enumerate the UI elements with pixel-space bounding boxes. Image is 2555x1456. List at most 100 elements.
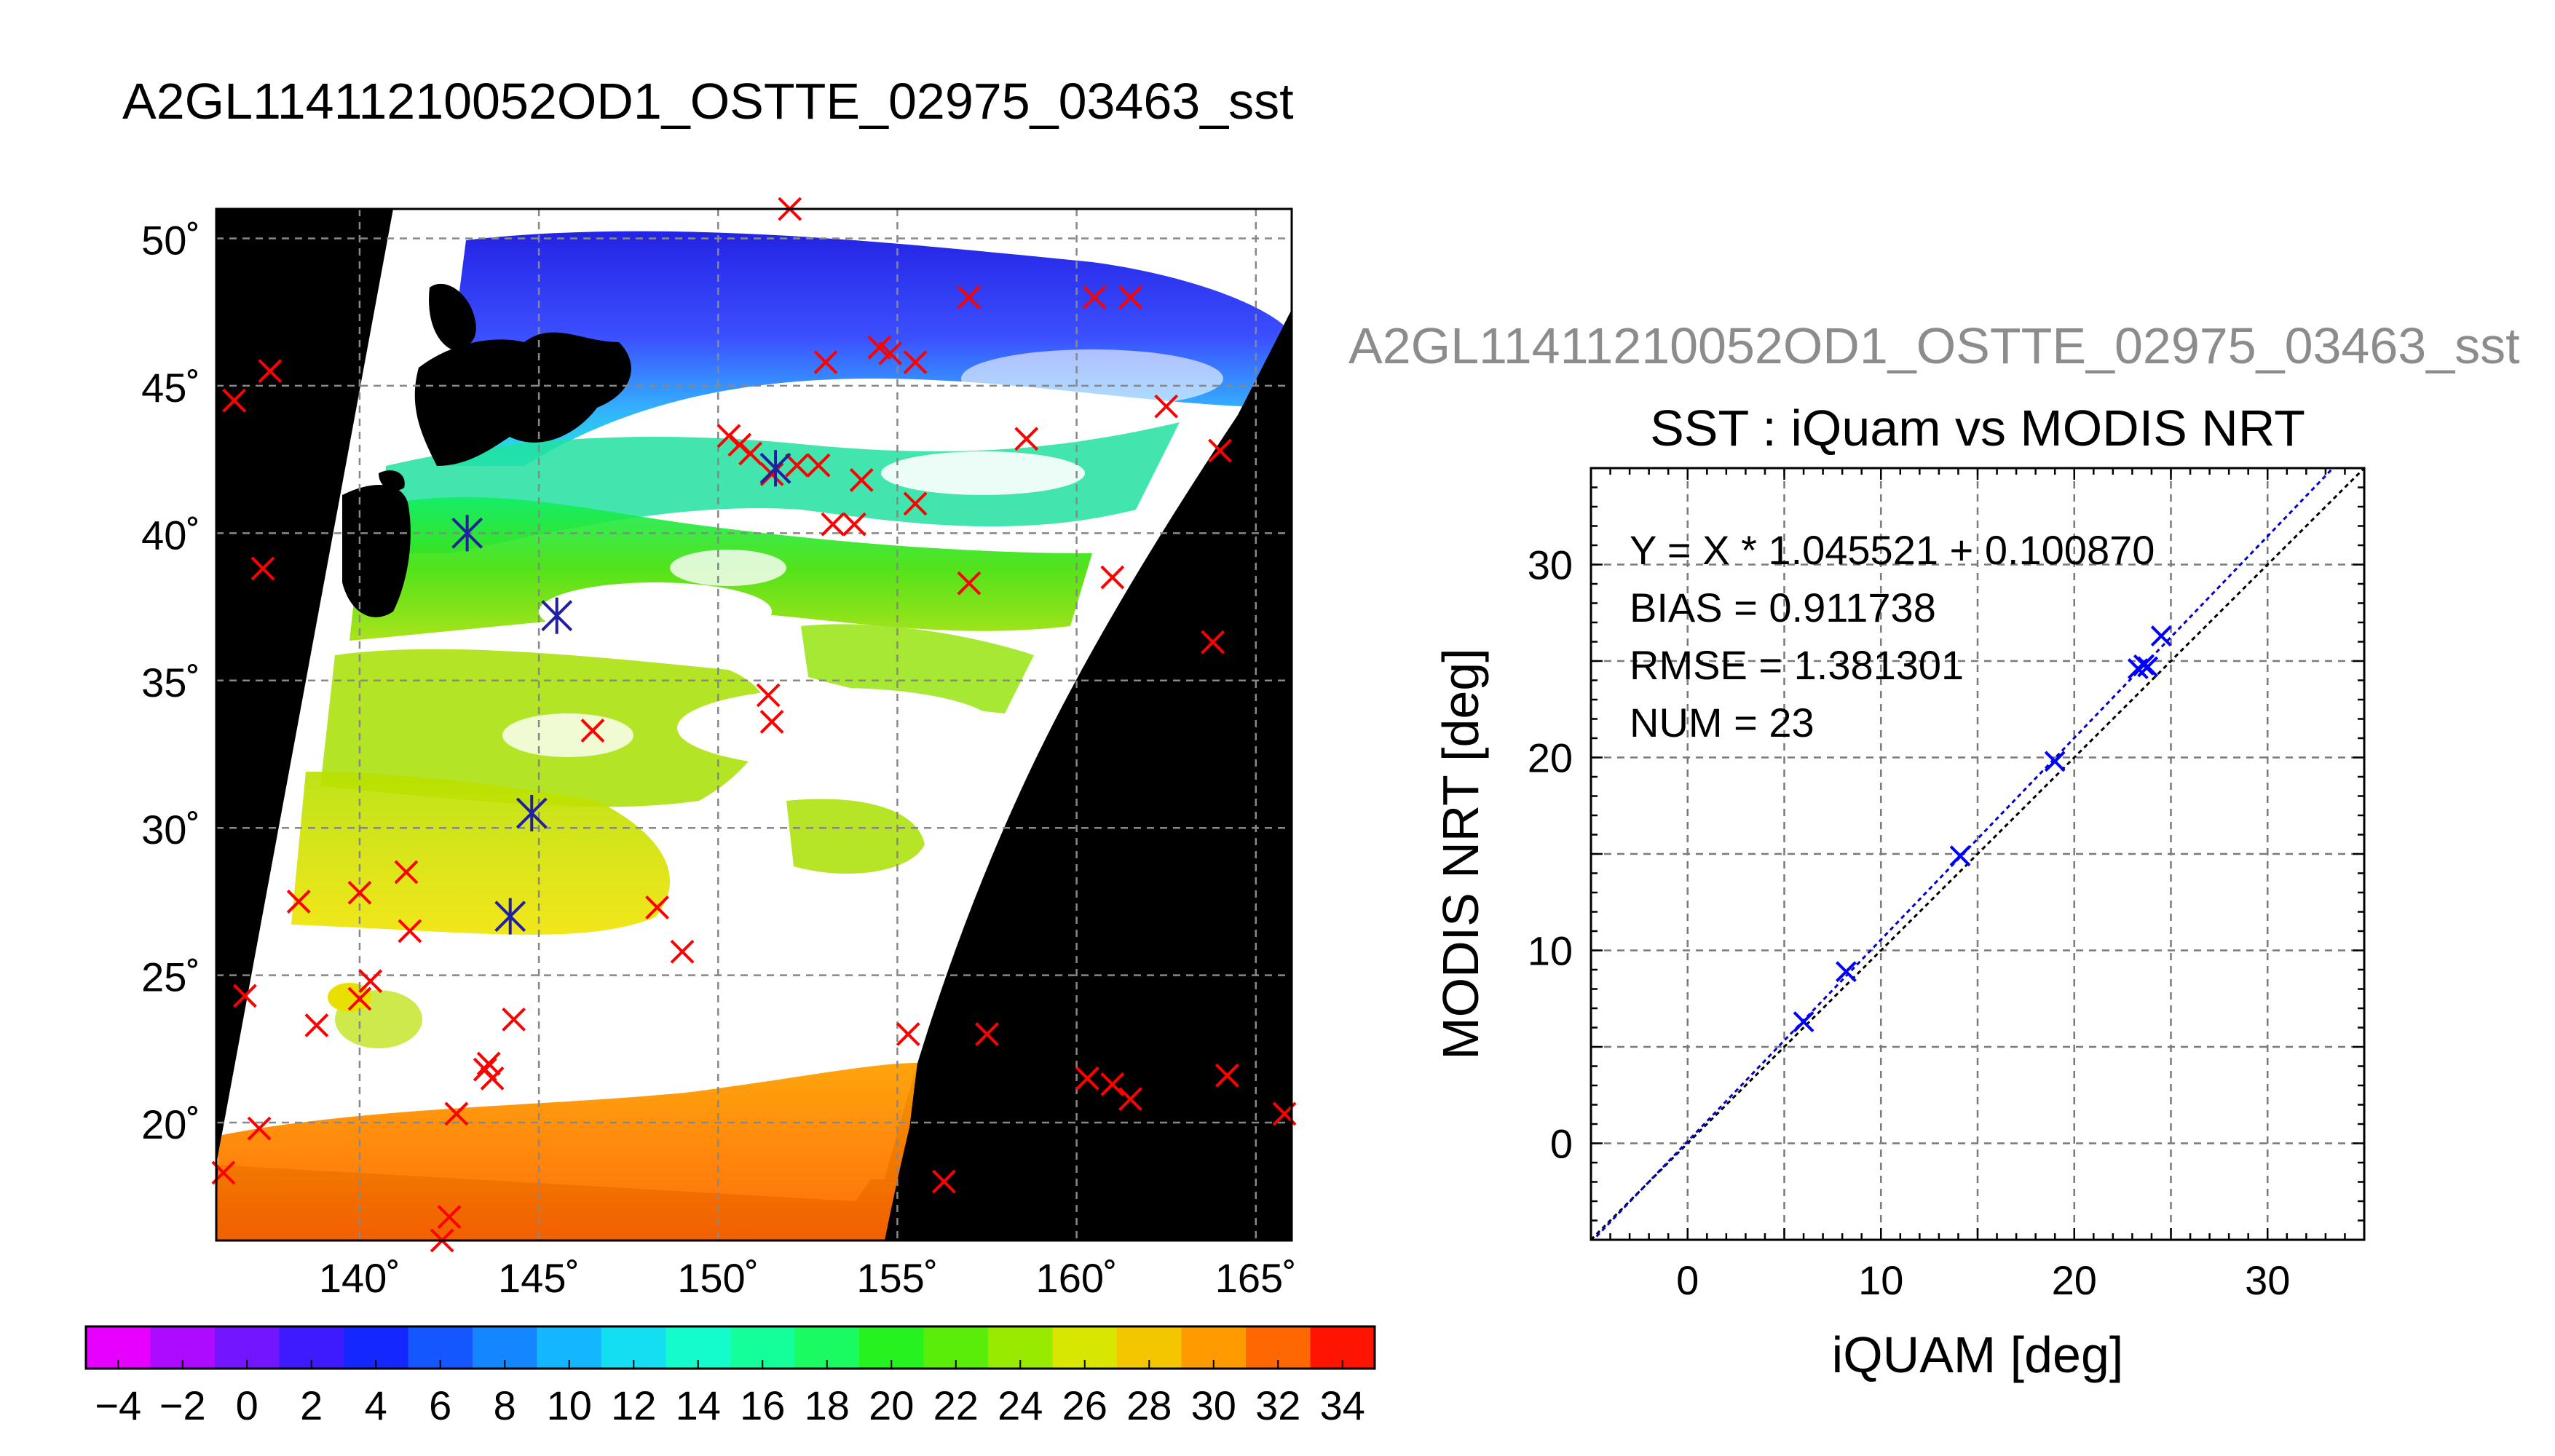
station-marker-x (1082, 285, 1107, 309)
scatter-point (2150, 625, 2172, 646)
scatter-plot: SST : iQuam vs MODIS NRT Y = X * 1.04552… (1432, 400, 2366, 1383)
station-marker-x (813, 350, 838, 374)
scatter-y-tick-label: 0 (1550, 1121, 1573, 1167)
station-marker-x (975, 1022, 999, 1047)
scatter-point (1949, 845, 1971, 867)
map-lon-tick-label: 155˚ (856, 1255, 938, 1301)
colorbar-tick-label: 8 (494, 1382, 516, 1428)
station-marker-x (1154, 394, 1179, 419)
scatter-y-tick-label: 30 (1528, 542, 1573, 588)
station-marker-x (903, 350, 928, 374)
scatter-point (1836, 961, 1857, 983)
station-marker-x (878, 341, 903, 365)
map-grid (216, 209, 1292, 1241)
scatter-x-tick-label: 30 (2245, 1257, 2290, 1303)
scatter-annotation: BIAS = 0.911738 (1630, 585, 1936, 630)
scatter-x-tick-label: 20 (2052, 1257, 2097, 1303)
scatter-annotation: Y = X * 1.045521 + 0.100870 (1630, 527, 2155, 573)
scatter-y-axis-label: MODIS NRT [deg] (1432, 648, 1489, 1059)
station-marker-x (398, 919, 422, 943)
colorbar-tick-label: 10 (547, 1382, 592, 1428)
fit-line (1592, 468, 2335, 1240)
station-marker-x (347, 986, 372, 1011)
station-marker-x (785, 453, 809, 478)
hokkaido-land (414, 332, 631, 466)
map-lon-tick-label: 150˚ (677, 1255, 759, 1301)
station-marker-x (738, 441, 762, 466)
station-marker-x (670, 939, 695, 964)
map-frame (215, 207, 1293, 1242)
map-lat-tick-label: 30˚ (141, 807, 200, 852)
station-marker-asterisk (451, 515, 483, 552)
map-lon-tick-label: 165˚ (1215, 1255, 1297, 1301)
colorbar-tick-label: 20 (869, 1382, 914, 1428)
station-marker-x (1014, 427, 1039, 451)
colorbar-tick-label: 16 (740, 1382, 785, 1428)
station-marker-x (1208, 438, 1232, 463)
colorbar-tick-label: 18 (805, 1382, 850, 1428)
station-marker-x (1118, 285, 1142, 309)
station-marker-asterisk (541, 597, 573, 634)
station-marker-x (806, 453, 831, 478)
scatter-points (1793, 625, 2172, 1032)
station-marker-x (473, 1057, 497, 1082)
station-marker-x (286, 890, 311, 914)
station-marker-x (502, 1007, 526, 1032)
station-marker-x (476, 1051, 501, 1076)
colorbar-labels: −4 −2 0 2 4 6 8 10 12 14 16 18 20 22 24 26 28 30 32 34 (95, 1360, 1365, 1428)
scatter-grid (1591, 468, 2364, 1240)
map-lon-tick-label: 160˚ (1036, 1255, 1118, 1301)
station-marker-x (437, 1205, 462, 1230)
station-marker-x (1100, 565, 1125, 590)
station-marker-asterisk (516, 794, 548, 831)
colorbar-cells (86, 1326, 1375, 1369)
station-marker-x (645, 895, 669, 919)
map-longitude-labels: 140˚ 145˚ 150˚ 155˚ 160˚ 165˚ (319, 1255, 1297, 1301)
honshu-land (342, 485, 411, 617)
colorbar-tick-label: 0 (236, 1382, 258, 1428)
map-lat-tick-label: 45˚ (141, 365, 200, 411)
colorbar-tick-label: 26 (1062, 1382, 1107, 1428)
colorbar-tick-label: 4 (365, 1382, 387, 1428)
station-marker-x (347, 880, 372, 905)
scatter-annotations: Y = X * 1.045521 + 0.100870 BIAS = 0.9117… (1630, 527, 2155, 745)
identity-line (1591, 468, 2364, 1240)
colorbar-tick-label: 22 (933, 1382, 979, 1428)
station-marker-x (1100, 1072, 1125, 1096)
colorbar-tick-label: 12 (611, 1382, 656, 1428)
scatter-y-tick-labels: 0 10 20 30 (1528, 542, 1573, 1167)
station-marker-x (250, 556, 275, 581)
colorbar-tick-label: 14 (676, 1382, 721, 1428)
station-marker-x (394, 860, 419, 885)
station-marker-x (247, 1116, 272, 1141)
scatter-point (2044, 751, 2066, 772)
map-lat-tick-label: 35˚ (141, 660, 200, 705)
station-marker-x (232, 984, 257, 1008)
scatter-y-tick-label: 10 (1528, 928, 1573, 974)
scatter-annotation: NUM = 23 (1630, 700, 1814, 745)
map-markers (211, 197, 1297, 1253)
map-lat-tick-label: 25˚ (141, 954, 200, 1000)
station-marker-x (759, 710, 784, 734)
station-marker-x (867, 335, 892, 360)
station-marker-x (821, 512, 845, 537)
scatter-point (2137, 656, 2159, 678)
station-marker-x (849, 468, 874, 492)
station-marker-x (444, 1101, 469, 1126)
colorbar-tick-label: 32 (1255, 1382, 1300, 1428)
colorbar-tick-label: −2 (159, 1382, 206, 1428)
map-lat-tick-label: 20˚ (141, 1101, 200, 1147)
colorbar-tick-label: 28 (1126, 1382, 1172, 1428)
station-marker-x (903, 491, 928, 516)
station-marker-x (1215, 1063, 1239, 1088)
hokkaido-north-land (429, 283, 476, 349)
colorbar-tick-label: 24 (998, 1382, 1043, 1428)
sst-colorbar: −4 −2 0 2 4 6 8 10 12 14 16 18 20 22 24 26 28 30 32 34 (84, 1325, 1376, 1428)
station-marker-x (957, 571, 982, 596)
station-marker-x (932, 1169, 956, 1194)
station-marker-x (759, 462, 784, 486)
scatter-heading: SST : iQuam vs MODIS NRT (1650, 400, 2305, 456)
colorbar-tick-label: 2 (300, 1382, 323, 1428)
station-marker-x (580, 719, 605, 743)
